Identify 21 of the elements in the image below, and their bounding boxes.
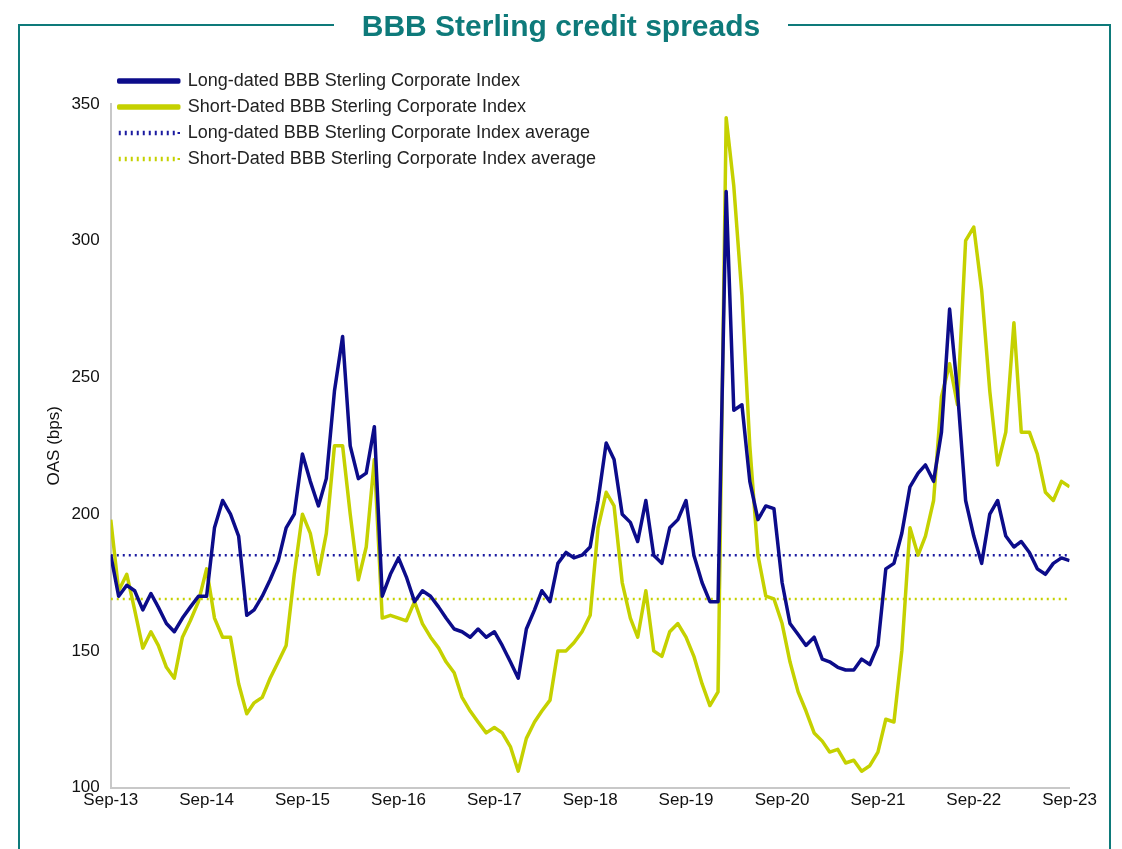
x-tick-label: Sep-16 bbox=[371, 790, 426, 810]
y-tick-label: 150 bbox=[71, 640, 100, 660]
x-tick-label: Sep-20 bbox=[754, 790, 810, 810]
legend-label: Short-Dated BBB Sterling Corporate Index bbox=[187, 95, 526, 116]
y-tick-label: 200 bbox=[71, 503, 100, 523]
x-tick-label: Sep-22 bbox=[946, 790, 1002, 810]
legend-label: Long-dated BBB Sterling Corporate Index average bbox=[187, 121, 591, 142]
legend-label: Long-dated BBB Sterling Corporate Index bbox=[187, 69, 520, 90]
y-tick-label: 250 bbox=[71, 367, 100, 387]
y-tick-label: 350 bbox=[71, 93, 100, 113]
x-tick-label: Sep-19 bbox=[658, 790, 714, 810]
y-axis-title: OAS (bps) bbox=[43, 406, 63, 486]
chart-title: BBB Sterling credit spreads bbox=[333, 9, 789, 42]
y-tick-label: 300 bbox=[71, 230, 100, 250]
x-tick-label: Sep-23 bbox=[1042, 790, 1097, 810]
legend-label: Short-Dated BBB Sterling Corporate Index average bbox=[187, 147, 596, 168]
x-tick-label: Sep-21 bbox=[850, 790, 906, 810]
x-tick-label: Sep-14 bbox=[179, 790, 235, 810]
x-tick-label: Sep-18 bbox=[562, 790, 618, 810]
x-tick-label: Sep-15 bbox=[275, 790, 330, 810]
x-tick-label: Sep-17 bbox=[466, 790, 522, 810]
